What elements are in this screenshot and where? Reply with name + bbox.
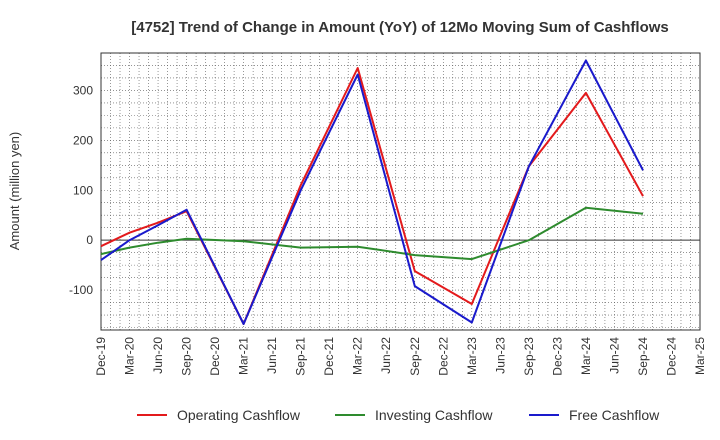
x-tick-label: Jun-23 [493, 337, 507, 374]
chart-title: [4752] Trend of Change in Amount (YoY) o… [131, 19, 669, 36]
x-tick-label: Jun-22 [379, 337, 393, 374]
x-tick-label: Dec-21 [322, 337, 336, 376]
y-tick-label: 300 [73, 83, 93, 97]
y-tick-labels: -100 0 100 200 300 [69, 83, 93, 297]
legend-label: Operating Cashflow [177, 407, 301, 423]
x-tick-label: Dec-24 [664, 337, 678, 376]
x-tick-label: Mar-21 [237, 337, 251, 375]
series-line-free-cashflow [100, 59, 644, 325]
legend-label: Investing Cashflow [375, 407, 493, 423]
x-tick-label: Dec-20 [208, 337, 222, 376]
x-tick-labels: Dec-19 Mar-20 Jun-20 Sep-20 Dec-20 Mar-21 Jun-… [94, 337, 707, 376]
x-tick-label: Sep-24 [636, 337, 650, 376]
series-line-investing-cashflow [100, 206, 644, 261]
x-tick-label: Dec-22 [436, 337, 450, 376]
x-tick-label: Mar-24 [579, 337, 593, 375]
x-tick-label: Sep-22 [408, 337, 422, 376]
x-tick-label: Mar-25 [693, 337, 707, 375]
x-tick-label: Mar-22 [351, 337, 365, 375]
x-tick-label: Sep-23 [522, 337, 536, 376]
series-lines [100, 59, 644, 325]
x-tick-label: Dec-19 [94, 337, 108, 376]
legend-label: Free Cashflow [569, 407, 660, 423]
y-tick-label: -100 [69, 283, 93, 297]
x-tick-label: Jun-21 [265, 337, 279, 374]
plot-frame [100, 52, 701, 331]
series-line-operating-cashflow [100, 67, 644, 325]
legend: Operating Cashflow Investing Cashflow Free… [137, 407, 660, 423]
x-tick-label: Mar-23 [465, 337, 479, 375]
grid [101, 52, 700, 330]
x-tick-label: Sep-21 [294, 337, 308, 376]
y-tick-label: 100 [73, 183, 93, 197]
y-axis-label: Amount (million yen) [7, 132, 22, 251]
y-tick-label: 0 [86, 233, 93, 247]
x-tick-label: Jun-20 [151, 337, 165, 374]
x-tick-label: Dec-23 [550, 337, 564, 376]
x-tick-label: Jun-24 [607, 337, 621, 374]
x-tick-label: Sep-20 [180, 337, 194, 376]
y-tick-label: 200 [73, 133, 93, 147]
x-tick-label: Mar-20 [123, 337, 137, 375]
